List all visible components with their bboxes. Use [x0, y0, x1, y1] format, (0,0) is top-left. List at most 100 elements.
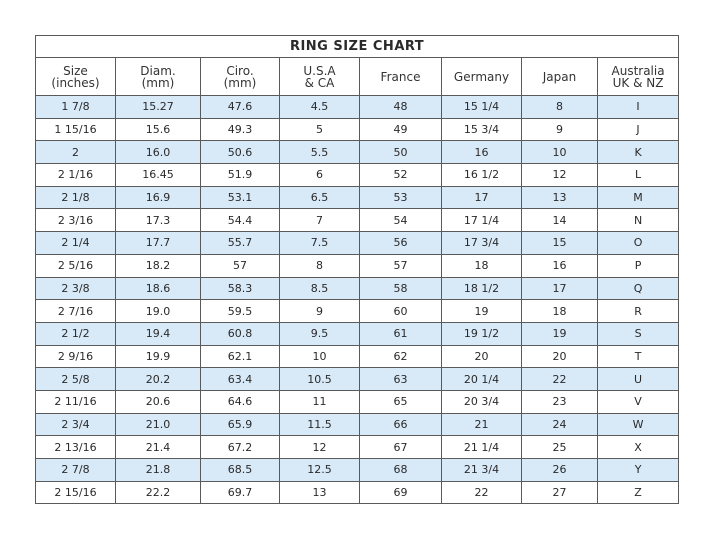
- cell-germany: 21 3/4: [441, 458, 522, 482]
- cell-size-inches: 2 5/8: [35, 367, 116, 391]
- cell-australia-uk-nz: W: [596, 412, 680, 437]
- cell-size-inches: 1 7/8: [35, 95, 116, 119]
- cell-size-inches: 2: [35, 140, 116, 165]
- cell-usa-ca: 4.5: [279, 95, 360, 119]
- header-text: Germany: [453, 69, 510, 84]
- header-text: Diam.: [140, 63, 176, 78]
- cell-germany: 19 1/2: [441, 321, 522, 346]
- cell-germany: 16: [441, 140, 522, 165]
- cell-diameter-mm: 22.2: [115, 480, 201, 505]
- table-row: 2 9/16 19.9 62.1 10 62 20 20 T: [35, 344, 680, 369]
- cell-diameter-mm: 18.2: [115, 253, 201, 278]
- cell-usa-ca: 12.5: [279, 458, 360, 482]
- column-header-diameter-mm: Diam. (mm): [115, 57, 201, 96]
- header-text: UK & NZ: [612, 75, 664, 90]
- cell-australia-uk-nz: R: [596, 299, 680, 323]
- cell-australia-uk-nz: S: [596, 321, 680, 346]
- table-row: 2 3/8 18.6 58.3 8.5 58 18 1/2 17 Q: [35, 276, 680, 301]
- cell-australia-uk-nz: P: [596, 253, 680, 278]
- cell-germany: 18 1/2: [441, 276, 522, 301]
- table-row: 2 1/4 17.7 55.7 7.5 56 17 3/4 15 O: [35, 231, 680, 255]
- cell-circumference-mm: 63.4: [200, 367, 280, 391]
- cell-size-inches: 2 13/16: [35, 435, 116, 459]
- header-text: (mm): [223, 75, 257, 90]
- cell-germany: 16 1/2: [441, 163, 522, 187]
- header-text: Australia: [611, 63, 665, 78]
- cell-size-inches: 2 15/16: [35, 480, 116, 505]
- cell-japan: 10: [521, 140, 598, 165]
- cell-size-inches: 2 1/8: [35, 185, 116, 210]
- cell-germany: 20 1/4: [441, 367, 522, 391]
- cell-australia-uk-nz: Y: [596, 458, 680, 482]
- cell-france: 48: [359, 95, 442, 119]
- cell-circumference-mm: 55.7: [200, 231, 280, 255]
- cell-size-inches: 1 15/16: [35, 117, 116, 142]
- cell-diameter-mm: 15.27: [115, 95, 201, 119]
- cell-circumference-mm: 68.5: [200, 458, 280, 482]
- header-text: France: [380, 69, 421, 84]
- cell-france: 60: [359, 299, 442, 323]
- cell-usa-ca: 9.5: [279, 321, 360, 346]
- cell-japan: 14: [521, 208, 598, 233]
- cell-germany: 21 1/4: [441, 435, 522, 459]
- cell-circumference-mm: 69.7: [200, 480, 280, 505]
- cell-japan: 19: [521, 321, 598, 346]
- cell-germany: 17 3/4: [441, 231, 522, 255]
- header-text: Japan: [542, 69, 577, 84]
- cell-usa-ca: 6: [279, 163, 360, 187]
- cell-australia-uk-nz: U: [596, 367, 680, 391]
- cell-usa-ca: 5: [279, 117, 360, 142]
- cell-france: 62: [359, 344, 442, 369]
- cell-circumference-mm: 67.2: [200, 435, 280, 459]
- cell-france: 49: [359, 117, 442, 142]
- cell-diameter-mm: 19.9: [115, 344, 201, 369]
- cell-japan: 12: [521, 163, 598, 187]
- cell-france: 54: [359, 208, 442, 233]
- cell-france: 63: [359, 367, 442, 391]
- cell-germany: 17 1/4: [441, 208, 522, 233]
- cell-japan: 23: [521, 389, 598, 414]
- cell-diameter-mm: 16.9: [115, 185, 201, 210]
- cell-usa-ca: 5.5: [279, 140, 360, 165]
- cell-germany: 17: [441, 185, 522, 210]
- cell-japan: 22: [521, 367, 598, 391]
- table-row: 1 7/8 15.27 47.6 4.5 48 15 1/4 8 I: [35, 95, 680, 119]
- cell-size-inches: 2 7/8: [35, 458, 116, 482]
- header-text: (mm): [141, 75, 175, 90]
- header-text: Size: [63, 63, 88, 78]
- cell-japan: 20: [521, 344, 598, 369]
- cell-france: 52: [359, 163, 442, 187]
- cell-size-inches: 2 1/4: [35, 231, 116, 255]
- cell-japan: 24: [521, 412, 598, 437]
- cell-france: 61: [359, 321, 442, 346]
- cell-size-inches: 2 7/16: [35, 299, 116, 323]
- cell-australia-uk-nz: N: [596, 208, 680, 233]
- cell-diameter-mm: 21.0: [115, 412, 201, 437]
- table-row: 2 3/16 17.3 54.4 7 54 17 1/4 14 N: [35, 208, 680, 233]
- cell-circumference-mm: 62.1: [200, 344, 280, 369]
- cell-diameter-mm: 19.0: [115, 299, 201, 323]
- table-row: 2 1/8 16.9 53.1 6.5 53 17 13 M: [35, 185, 680, 210]
- table-row: 2 1/2 19.4 60.8 9.5 61 19 1/2 19 S: [35, 321, 680, 346]
- cell-france: 56: [359, 231, 442, 255]
- cell-japan: 9: [521, 117, 598, 142]
- cell-size-inches: 2 9/16: [35, 344, 116, 369]
- cell-circumference-mm: 47.6: [200, 95, 280, 119]
- cell-japan: 27: [521, 480, 598, 505]
- header-text: U.S.A: [303, 63, 336, 78]
- cell-australia-uk-nz: X: [596, 435, 680, 459]
- cell-circumference-mm: 59.5: [200, 299, 280, 323]
- cell-australia-uk-nz: O: [596, 231, 680, 255]
- table-row: 2 7/16 19.0 59.5 9 60 19 18 R: [35, 299, 680, 323]
- cell-france: 67: [359, 435, 442, 459]
- cell-diameter-mm: 21.8: [115, 458, 201, 482]
- cell-france: 50: [359, 140, 442, 165]
- column-header-circumference-mm: Ciro. (mm): [200, 57, 280, 96]
- cell-france: 58: [359, 276, 442, 301]
- cell-size-inches: 2 3/16: [35, 208, 116, 233]
- cell-germany: 22: [441, 480, 522, 505]
- cell-usa-ca: 11: [279, 389, 360, 414]
- cell-usa-ca: 8.5: [279, 276, 360, 301]
- cell-diameter-mm: 16.0: [115, 140, 201, 165]
- cell-japan: 18: [521, 299, 598, 323]
